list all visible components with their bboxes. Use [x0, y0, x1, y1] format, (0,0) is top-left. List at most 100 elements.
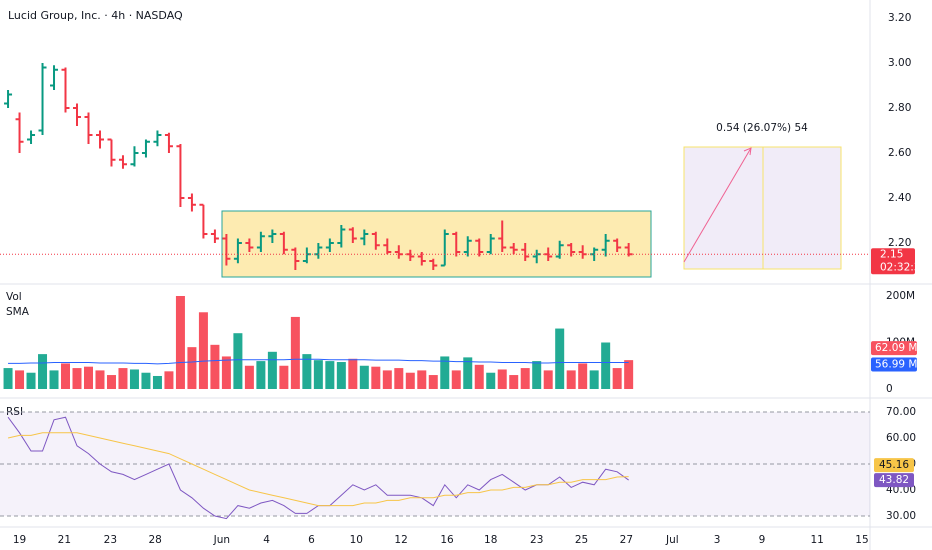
- x-tick-label: 6: [308, 534, 315, 546]
- x-tick-label: 23: [530, 534, 543, 546]
- volume-bar: [61, 363, 71, 389]
- x-tick-label: Jul: [665, 534, 679, 546]
- volume-bar: [164, 371, 174, 389]
- volume-bar: [428, 375, 438, 389]
- volume-bar: [244, 365, 254, 389]
- sma-last-box: [871, 357, 917, 372]
- rsi-last: 43.82: [879, 474, 909, 486]
- range-box: [221, 210, 652, 278]
- volume-bar: [38, 354, 48, 389]
- volume-bar: [371, 366, 381, 389]
- y-tick-label: 2.60: [888, 147, 911, 159]
- volume-bar: [141, 372, 151, 389]
- volume-bar: [463, 357, 473, 389]
- volume-bar: [49, 370, 59, 389]
- x-tick-label: 15: [855, 534, 868, 546]
- volume-bar: [175, 296, 185, 389]
- y-tick-label: 3.00: [888, 57, 911, 69]
- volume-bar: [187, 347, 197, 389]
- volume-bar: [555, 328, 565, 389]
- volume-bar: [3, 368, 13, 389]
- volume-bar: [394, 368, 404, 389]
- x-tick-label: 28: [148, 534, 161, 546]
- sma-last: 56.99 M: [875, 358, 917, 370]
- volume-bar: [566, 370, 576, 389]
- volume-bar: [601, 342, 611, 389]
- volume-bar: [313, 360, 323, 389]
- volume-bar: [624, 360, 634, 389]
- volume-tick-label: 200M: [886, 290, 915, 302]
- volume-bar: [95, 370, 105, 389]
- last-price-box: [871, 248, 915, 275]
- rsi-tick-label: 70.00: [886, 406, 916, 418]
- x-tick-label: 18: [484, 534, 497, 546]
- volume-bar: [405, 372, 415, 389]
- volume-last-box: [871, 341, 917, 356]
- chart-title: Lucid Group, Inc. · 4h · NASDAQ: [8, 9, 183, 22]
- rsi-tick-label: 30.00: [886, 510, 916, 522]
- x-tick-label: 12: [394, 534, 407, 546]
- volume-bar: [336, 362, 346, 389]
- volume-bar: [118, 368, 128, 389]
- x-tick-label: 11: [810, 534, 823, 546]
- y-tick-label: 2.80: [888, 102, 911, 114]
- y-tick-label: 2.20: [888, 237, 911, 249]
- volume-bar: [440, 356, 450, 389]
- volume-bar: [578, 363, 588, 389]
- volume-bar: [474, 364, 484, 389]
- volume-bar: [302, 354, 312, 389]
- volume-bar: [129, 369, 139, 389]
- x-tick-label: 25: [575, 534, 588, 546]
- countdown: 02:32:36: [880, 261, 927, 273]
- rsi-tick-label: 60.00: [886, 432, 916, 444]
- x-tick-label: 3: [714, 534, 721, 546]
- volume-bar: [382, 370, 392, 389]
- x-tick-label: 21: [58, 534, 71, 546]
- volume-bar: [612, 368, 622, 389]
- volume-bar: [279, 365, 289, 389]
- volume-bar: [15, 370, 25, 389]
- volume-last: 62.09 M: [875, 342, 917, 354]
- measure-arrow: [683, 147, 752, 263]
- legend-sma: SMA: [6, 306, 30, 318]
- x-tick-label: 4: [263, 534, 270, 546]
- x-tick-label: 27: [620, 534, 633, 546]
- volume-bar: [509, 375, 519, 389]
- measure-label: 0.54 (26.07%) 54: [716, 122, 808, 134]
- volume-bar: [532, 361, 542, 389]
- volume-bar: [26, 372, 36, 389]
- x-tick-label: 10: [350, 534, 363, 546]
- rsi-ma-last: 45.16: [879, 459, 909, 471]
- volume-bar: [451, 370, 461, 389]
- volume-bar: [233, 333, 243, 389]
- volume-bar: [290, 316, 300, 389]
- last-price: 2.15: [880, 248, 903, 260]
- x-tick-label: 16: [440, 534, 454, 546]
- x-tick-label: 19: [13, 534, 26, 546]
- volume-bar: [106, 375, 116, 389]
- rsi-ma-box: [874, 458, 914, 473]
- volume-bar: [486, 372, 496, 389]
- x-tick-label: 9: [759, 534, 766, 546]
- volume-bar: [152, 375, 162, 389]
- volume-bar: [497, 369, 507, 389]
- volume-bar: [83, 366, 93, 389]
- volume-bar: [72, 368, 82, 389]
- volume-bar: [520, 368, 530, 389]
- x-tick-label: 23: [104, 534, 117, 546]
- legend-vol: Vol: [6, 291, 22, 303]
- y-tick-label: 3.20: [888, 12, 911, 24]
- volume-bar: [348, 358, 358, 389]
- volume-bar: [198, 312, 208, 389]
- volume-sma: [8, 358, 629, 365]
- volume-tick-label: 0: [886, 383, 893, 395]
- volume-bar: [359, 365, 369, 389]
- rsi-last-box: [874, 473, 914, 488]
- y-tick-label: 2.40: [888, 192, 911, 204]
- volume-bar: [267, 351, 277, 389]
- measure-arrowhead: [743, 147, 752, 156]
- x-tick-label: Jun: [213, 534, 230, 546]
- volume-bar: [417, 370, 427, 389]
- volume-bar: [543, 370, 553, 389]
